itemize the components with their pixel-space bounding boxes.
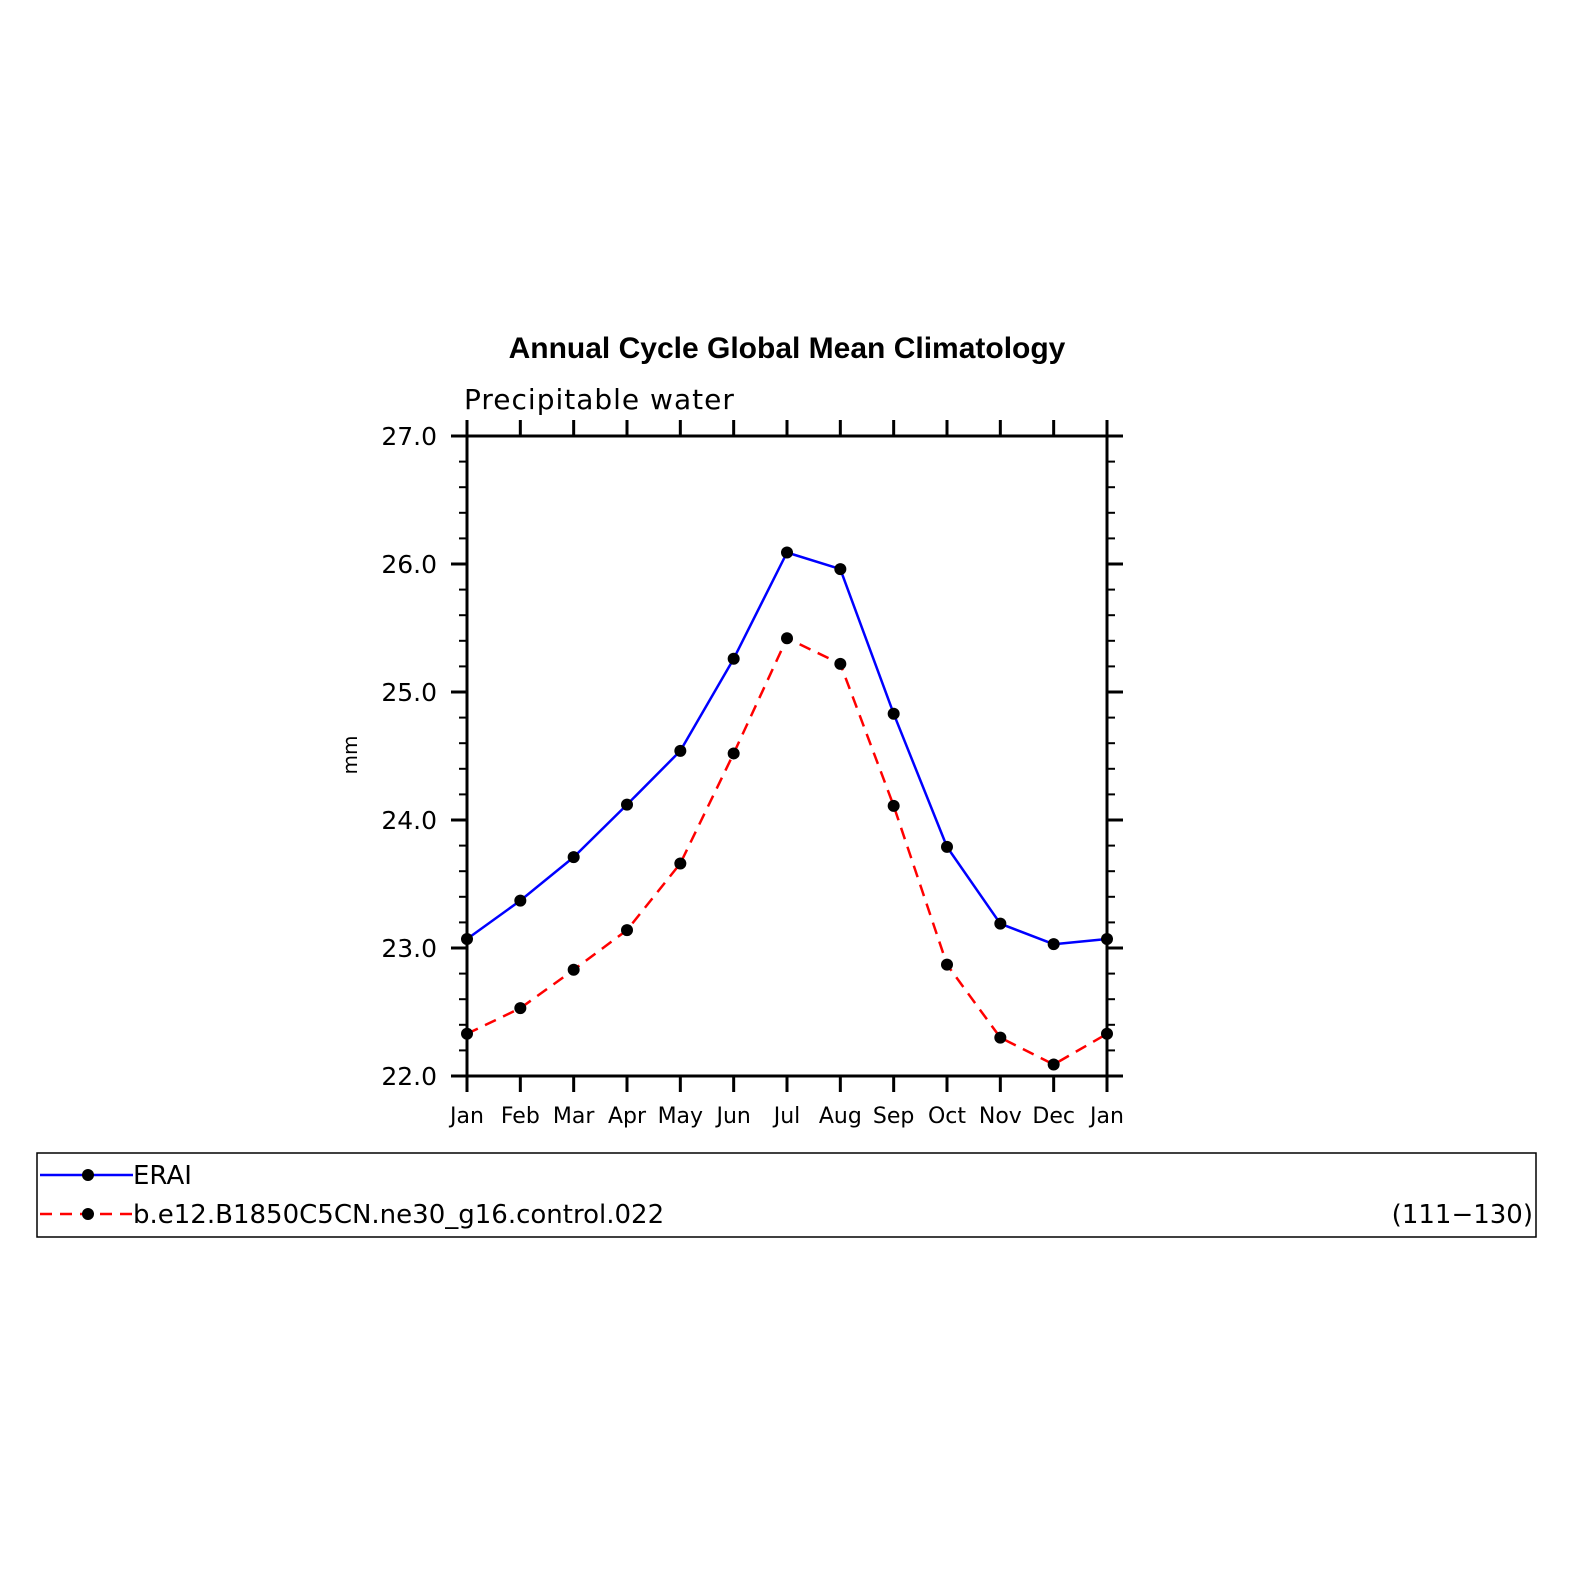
series-1-point	[567, 963, 580, 976]
legend-marker-model	[82, 1208, 94, 1220]
series-0-point	[1101, 933, 1113, 946]
y-tick-label: 22.0	[381, 1062, 437, 1091]
series-1-point	[1101, 1027, 1113, 1040]
x-tick-label: Apr	[608, 1104, 647, 1129]
series-1-point	[514, 1002, 527, 1015]
x-tick-labels: Jan Feb Mar Apr May Jun Jul Aug Sep Oct Nov Dec Jan	[448, 1104, 1124, 1129]
x-tick-label: Dec	[1032, 1104, 1075, 1129]
series-0-point	[674, 744, 687, 757]
x-tick-label: Oct	[928, 1104, 966, 1129]
y-tick-label: 25.0	[381, 678, 437, 707]
series-0-point	[887, 707, 900, 720]
legend-label-model: b.e12.B1850C5CN.ne30_g16.control.022	[133, 1200, 664, 1230]
series-line-0	[466, 551, 1108, 946]
y-tick-label: 23.0	[381, 934, 437, 963]
series-1-point	[727, 747, 740, 760]
series-0-point	[567, 851, 580, 864]
x-tick-label: Mar	[553, 1104, 595, 1129]
series-layer	[461, 546, 1113, 1071]
series-1-point	[994, 1031, 1007, 1044]
x-tick-label: Jan	[448, 1104, 484, 1129]
x-tick-label: May	[658, 1104, 703, 1129]
series-1-point	[461, 1027, 473, 1040]
legend-years-note: (111−130)	[1392, 1200, 1533, 1230]
series-0-point	[621, 798, 633, 811]
series-0-point	[461, 933, 473, 946]
series-1-point	[887, 799, 900, 812]
series-1-point	[941, 958, 953, 971]
axis-ticks	[451, 420, 1123, 1092]
series-0-point	[834, 563, 847, 576]
y-axis-label: mm	[338, 736, 362, 775]
y-tick-labels: 22.0 23.0 24.0 25.0 26.0 27.0	[381, 422, 437, 1091]
y-tick-label: 24.0	[381, 806, 437, 835]
series-0-point	[514, 894, 527, 907]
plot-frame	[465, 434, 1109, 1078]
legend-label-erai: ERAI	[133, 1161, 192, 1191]
x-tick-label: Jan	[1088, 1104, 1124, 1129]
legend-marker-erai	[82, 1169, 94, 1181]
chart-subtitle: Precipitable water	[464, 383, 735, 416]
series-1-point	[674, 857, 687, 870]
series-1-point	[834, 657, 847, 670]
x-tick-label: Jul	[772, 1104, 801, 1129]
x-tick-label: Sep	[873, 1104, 914, 1129]
series-0-point	[1047, 938, 1060, 951]
series-0-point	[781, 546, 793, 559]
x-tick-label: Nov	[979, 1104, 1022, 1129]
chart-title: Annual Cycle Global Mean Climatology	[509, 332, 1066, 365]
series-1-point	[621, 924, 633, 937]
y-tick-label: 26.0	[381, 550, 437, 579]
series-0-point	[994, 917, 1007, 930]
legend-box	[36, 1152, 1537, 1238]
series-0-point	[941, 840, 953, 853]
x-tick-label: Aug	[819, 1104, 862, 1129]
series-0-point	[727, 652, 740, 665]
series-line-1	[466, 636, 1108, 1066]
y-tick-label: 27.0	[381, 422, 437, 451]
series-1-point	[781, 632, 793, 645]
series-1-point	[1047, 1058, 1060, 1071]
legend: ERAI b.e12.B1850C5CN.ne30_g16.control.02…	[36, 1152, 1537, 1238]
x-tick-label: Feb	[501, 1104, 540, 1129]
x-tick-label: Jun	[714, 1104, 750, 1129]
